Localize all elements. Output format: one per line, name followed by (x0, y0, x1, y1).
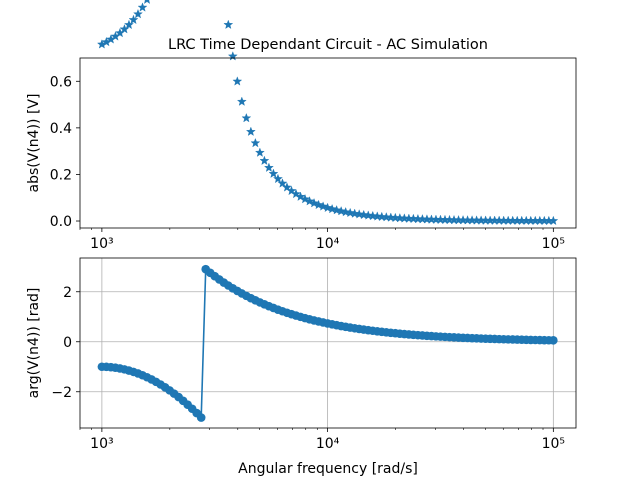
magnitude-point (295, 191, 306, 201)
magnitude-point (241, 112, 252, 123)
bottom-subplot: 10³ 10⁴ 10⁵ −2 0 2 arg(V(n4)) [rad] Angular … (26, 257, 577, 477)
x-tick-label: 10⁴ (316, 236, 340, 252)
x-tick-label: 10³ (90, 436, 113, 452)
magnitude-point (322, 202, 333, 213)
magnitude-point (124, 19, 134, 30)
magnitude-point (259, 155, 270, 165)
bottom-axes-frame (79, 257, 577, 429)
top-axes-frame (79, 57, 577, 229)
y-tick-label: 2 (63, 285, 72, 301)
magnitude-point (232, 76, 243, 86)
x-tick-label: 10⁵ (542, 236, 565, 252)
y-tick-label: 0.4 (50, 121, 72, 137)
magnitude-point (286, 185, 297, 196)
magnitude-point (548, 215, 559, 226)
x-tick-label: 10³ (90, 236, 113, 252)
y-tick-label: 0.6 (50, 74, 72, 90)
y-tick-label: −2 (51, 385, 72, 401)
magnitude-point (291, 188, 301, 199)
magnitude-point (300, 193, 310, 204)
magnitude-point (245, 126, 256, 136)
magnitude-point (137, 2, 148, 12)
magnitude-point (273, 173, 283, 184)
magnitude-point (318, 201, 329, 211)
magnitude-point (358, 209, 369, 220)
magnitude-point (254, 147, 265, 157)
magnitude-point (128, 14, 139, 25)
magnitude-point (133, 8, 143, 19)
chart-title: LRC Time Dependant Circuit - AC Simulati… (168, 37, 488, 53)
magnitude-point (223, 19, 234, 29)
magnitude-point (354, 209, 365, 219)
magnitude-point (367, 210, 378, 221)
magnitude-point (268, 168, 279, 178)
y-tick-label: 0.2 (50, 167, 72, 183)
magnitude-point (263, 162, 274, 172)
x-tick-label: 10⁴ (316, 436, 340, 452)
magnitude-point (340, 206, 351, 217)
magnitude-point (277, 178, 288, 188)
y-tick-label: 0 (63, 335, 72, 351)
top-subplot: LRC Time Dependant Circuit - AC Simulati… (26, 0, 577, 252)
magnitude-point (304, 196, 315, 206)
bottom-xlabel: Angular frequency [rad/s] (238, 461, 418, 477)
y-tick-label: 0.0 (50, 214, 72, 230)
top-ylabel: abs(V(n4)) [V] (26, 94, 42, 193)
magnitude-point (363, 210, 374, 220)
phase-point (196, 413, 206, 422)
bottom-ylabel: arg(V(n4)) [rad] (26, 288, 42, 399)
magnitude-point (345, 207, 356, 218)
phase-point (549, 336, 558, 345)
magnitude-point (309, 198, 319, 208)
magnitude-point (349, 208, 360, 218)
magnitude-point (250, 137, 261, 148)
magnitude-point (313, 199, 324, 210)
magnitude-point (236, 96, 247, 106)
magnitude-point (143, 0, 151, 4)
x-tick-label: 10⁵ (542, 436, 565, 452)
